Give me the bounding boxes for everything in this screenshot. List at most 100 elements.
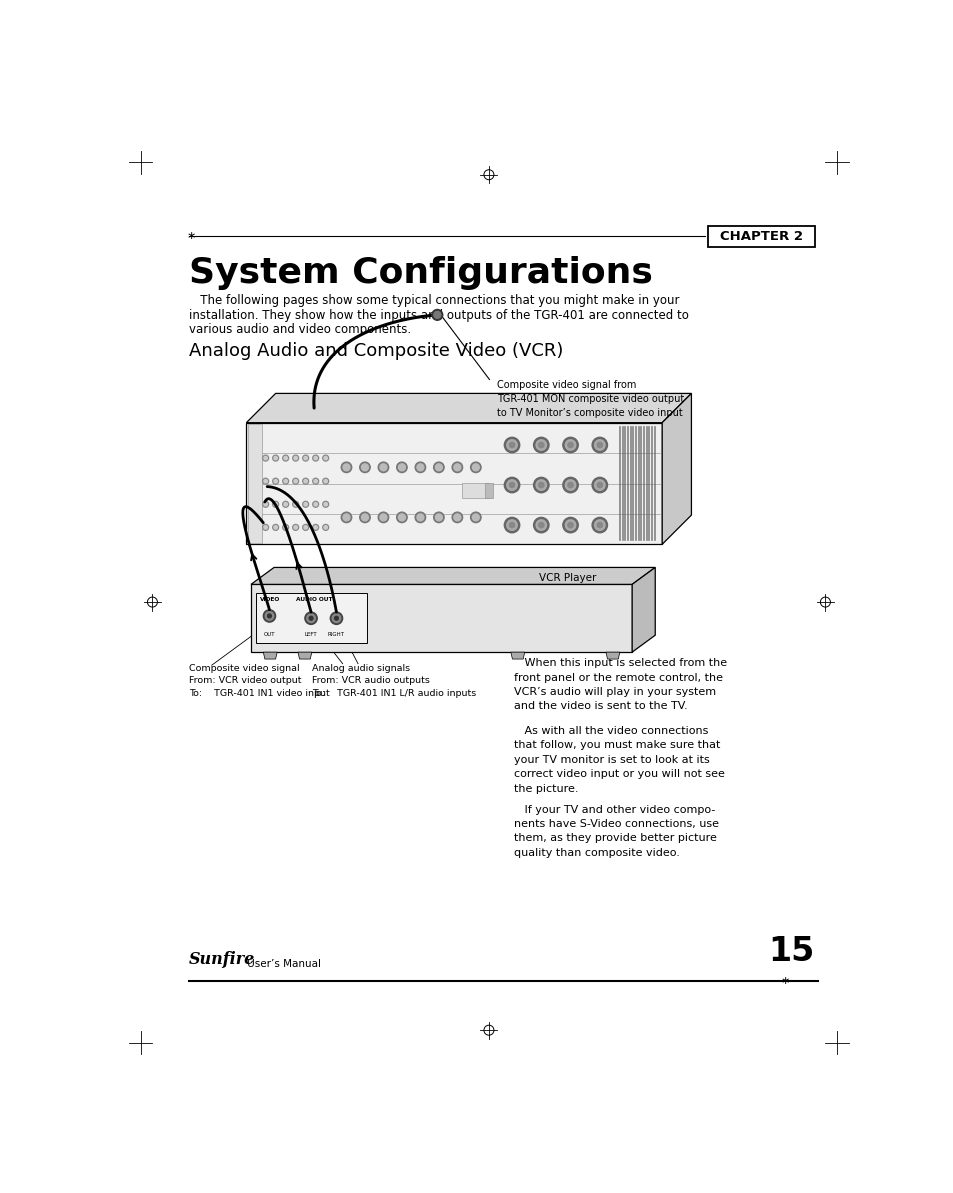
Circle shape bbox=[562, 477, 578, 493]
Text: LEFT: LEFT bbox=[304, 632, 317, 637]
Circle shape bbox=[304, 457, 307, 459]
Circle shape bbox=[396, 512, 407, 523]
Circle shape bbox=[274, 457, 277, 459]
Circle shape bbox=[377, 512, 388, 523]
Circle shape bbox=[506, 440, 517, 450]
Text: RIGHT: RIGHT bbox=[328, 632, 345, 637]
Circle shape bbox=[341, 462, 352, 472]
Circle shape bbox=[304, 502, 307, 506]
Circle shape bbox=[454, 514, 460, 521]
Circle shape bbox=[567, 443, 573, 447]
Circle shape bbox=[432, 309, 442, 320]
Circle shape bbox=[592, 438, 607, 452]
Polygon shape bbox=[246, 394, 691, 422]
Text: ∗: ∗ bbox=[186, 231, 195, 241]
Circle shape bbox=[273, 478, 278, 484]
Circle shape bbox=[415, 462, 425, 472]
Bar bbox=[484, 483, 493, 499]
Polygon shape bbox=[511, 653, 524, 659]
Circle shape bbox=[274, 502, 277, 506]
Circle shape bbox=[273, 525, 278, 531]
Circle shape bbox=[262, 525, 268, 531]
Text: System Configurations: System Configurations bbox=[189, 256, 652, 290]
Circle shape bbox=[332, 614, 340, 623]
Circle shape bbox=[314, 457, 317, 459]
Circle shape bbox=[567, 523, 573, 527]
Circle shape bbox=[597, 482, 602, 488]
Circle shape bbox=[538, 523, 543, 527]
Circle shape bbox=[302, 501, 308, 507]
Circle shape bbox=[264, 457, 267, 459]
Circle shape bbox=[302, 525, 308, 531]
Circle shape bbox=[284, 526, 287, 528]
Circle shape bbox=[274, 526, 277, 528]
Text: User’s Manual: User’s Manual bbox=[244, 959, 321, 970]
Circle shape bbox=[322, 501, 328, 507]
Circle shape bbox=[361, 464, 368, 471]
Circle shape bbox=[538, 443, 543, 447]
Circle shape bbox=[294, 502, 297, 506]
Circle shape bbox=[262, 501, 268, 507]
Circle shape bbox=[398, 464, 405, 471]
Circle shape bbox=[302, 478, 308, 484]
Circle shape bbox=[533, 438, 548, 452]
Circle shape bbox=[435, 464, 442, 471]
Circle shape bbox=[452, 462, 462, 472]
Text: Analog audio signals
From: VCR audio outputs
To:    TGR-401 IN1 L/R audio inputs: Analog audio signals From: VCR audio out… bbox=[312, 663, 476, 698]
Polygon shape bbox=[246, 422, 661, 544]
Circle shape bbox=[470, 462, 480, 472]
Circle shape bbox=[565, 520, 576, 531]
Circle shape bbox=[361, 514, 368, 521]
Circle shape bbox=[536, 520, 546, 531]
Circle shape bbox=[594, 480, 604, 490]
Circle shape bbox=[263, 610, 275, 622]
Circle shape bbox=[506, 520, 517, 531]
Polygon shape bbox=[251, 585, 632, 653]
Circle shape bbox=[343, 464, 350, 471]
Circle shape bbox=[282, 478, 288, 484]
Text: 15: 15 bbox=[767, 935, 814, 968]
Circle shape bbox=[509, 443, 515, 447]
Circle shape bbox=[293, 525, 298, 531]
Text: CHAPTER 2: CHAPTER 2 bbox=[720, 230, 802, 243]
Circle shape bbox=[416, 464, 423, 471]
Polygon shape bbox=[297, 653, 312, 659]
Circle shape bbox=[379, 514, 387, 521]
Circle shape bbox=[562, 518, 578, 533]
Circle shape bbox=[506, 480, 517, 490]
Circle shape bbox=[567, 482, 573, 488]
Circle shape bbox=[314, 526, 317, 528]
Circle shape bbox=[330, 612, 342, 624]
Circle shape bbox=[293, 478, 298, 484]
Circle shape bbox=[307, 614, 314, 623]
Circle shape bbox=[472, 514, 478, 521]
Circle shape bbox=[305, 612, 317, 624]
Circle shape bbox=[504, 477, 519, 493]
Circle shape bbox=[597, 523, 602, 527]
Circle shape bbox=[294, 480, 297, 483]
Circle shape bbox=[273, 501, 278, 507]
Circle shape bbox=[264, 480, 267, 483]
Circle shape bbox=[504, 438, 519, 452]
Circle shape bbox=[504, 518, 519, 533]
Text: As with all the video connections
that follow, you must make sure that
your TV m: As with all the video connections that f… bbox=[514, 727, 724, 793]
Text: The following pages show some typical connections that you might make in your: The following pages show some typical co… bbox=[189, 295, 679, 307]
Circle shape bbox=[324, 457, 327, 459]
Circle shape bbox=[265, 612, 274, 620]
Circle shape bbox=[322, 478, 328, 484]
Bar bbox=[248, 425, 261, 543]
FancyBboxPatch shape bbox=[255, 593, 367, 643]
Circle shape bbox=[313, 525, 318, 531]
Circle shape bbox=[470, 512, 480, 523]
Circle shape bbox=[377, 462, 388, 472]
Circle shape bbox=[509, 523, 515, 527]
Circle shape bbox=[434, 311, 440, 319]
Circle shape bbox=[565, 480, 576, 490]
Circle shape bbox=[314, 480, 317, 483]
Circle shape bbox=[434, 462, 444, 472]
Circle shape bbox=[324, 526, 327, 528]
Circle shape bbox=[335, 617, 338, 620]
Text: AUDIO OUT: AUDIO OUT bbox=[295, 596, 332, 601]
Circle shape bbox=[264, 526, 267, 528]
Circle shape bbox=[273, 456, 278, 460]
